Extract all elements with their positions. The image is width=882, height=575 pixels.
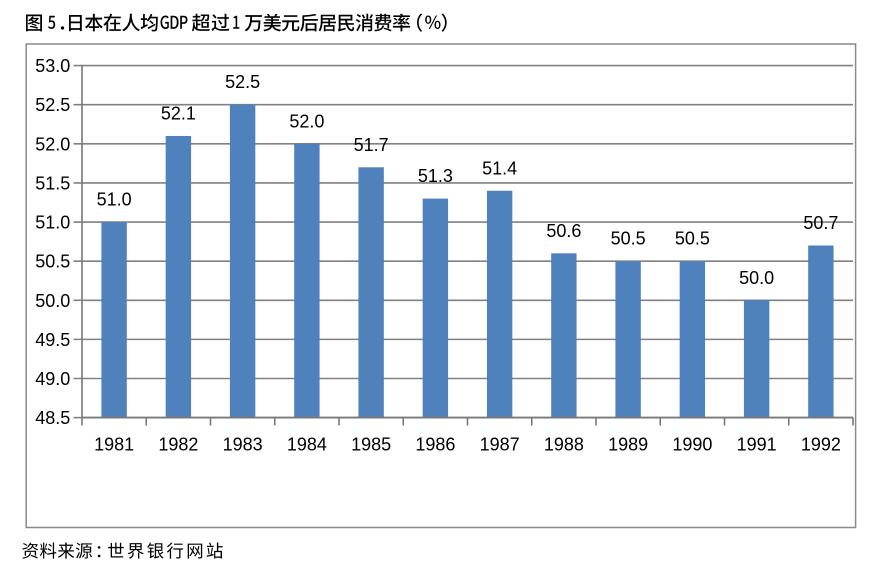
svg-text:51.0: 51.0 [97,190,132,210]
svg-text:1986: 1986 [415,435,455,455]
svg-text:52.1: 52.1 [161,104,196,124]
svg-text:52.0: 52.0 [35,134,70,154]
svg-text:51.4: 51.4 [482,158,517,178]
svg-text:52.0: 52.0 [289,111,324,131]
svg-text:49.5: 49.5 [35,330,70,350]
svg-text:52.5: 52.5 [225,72,260,92]
svg-text:1987: 1987 [480,435,520,455]
svg-text:1984: 1984 [287,435,327,455]
svg-text:50.5: 50.5 [35,252,70,272]
svg-text:1988: 1988 [544,435,584,455]
svg-text:53.0: 53.0 [35,56,70,76]
svg-text:48.5: 48.5 [35,408,70,428]
svg-text:51.7: 51.7 [354,135,389,155]
svg-text:50.0: 50.0 [739,268,774,288]
svg-text:1989: 1989 [608,435,648,455]
svg-text:1982: 1982 [158,435,198,455]
svg-text:50.7: 50.7 [803,213,838,233]
svg-text:51.5: 51.5 [35,173,70,193]
svg-text:1981: 1981 [94,435,134,455]
svg-text:1985: 1985 [351,435,391,455]
svg-text:50.5: 50.5 [611,229,646,249]
svg-text:50.5: 50.5 [675,229,710,249]
svg-text:51.3: 51.3 [418,166,453,186]
svg-text:50.6: 50.6 [546,221,581,241]
svg-text:1991: 1991 [737,435,777,455]
svg-text:1983: 1983 [223,435,263,455]
svg-text:1992: 1992 [801,435,841,455]
svg-text:49.0: 49.0 [35,369,70,389]
svg-text:51.0: 51.0 [35,213,70,233]
svg-text:1990: 1990 [672,435,712,455]
svg-text:52.5: 52.5 [35,95,70,115]
svg-text:50.0: 50.0 [35,291,70,311]
